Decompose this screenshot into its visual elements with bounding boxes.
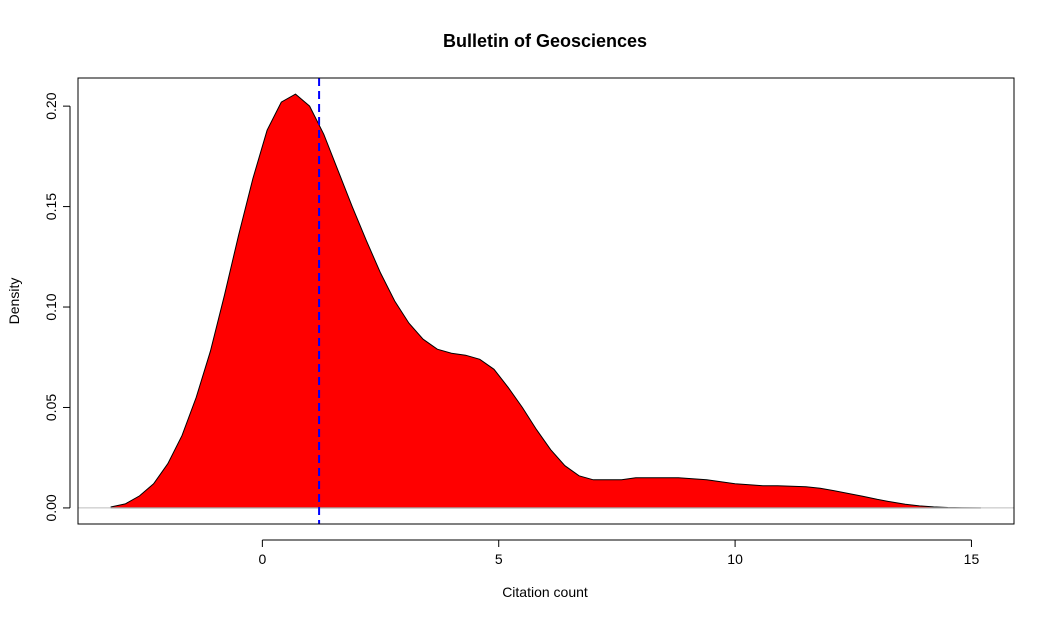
y-tick-label: 0.00 — [43, 494, 59, 521]
y-tick-label: 0.10 — [43, 293, 59, 320]
x-tick-label: 0 — [258, 551, 266, 567]
x-axis-label: Citation count — [502, 584, 588, 600]
density-area — [110, 93, 981, 509]
y-axis-label: Density — [6, 278, 22, 325]
x-tick-label: 15 — [964, 551, 980, 567]
chart-title: Bulletin of Geosciences — [443, 31, 647, 51]
x-tick-label: 10 — [727, 551, 743, 567]
x-tick-label: 5 — [495, 551, 503, 567]
y-tick-label: 0.15 — [43, 193, 59, 220]
y-tick-label: 0.20 — [43, 92, 59, 119]
plot-frame — [77, 77, 1015, 525]
y-tick-label: 0.05 — [43, 394, 59, 421]
